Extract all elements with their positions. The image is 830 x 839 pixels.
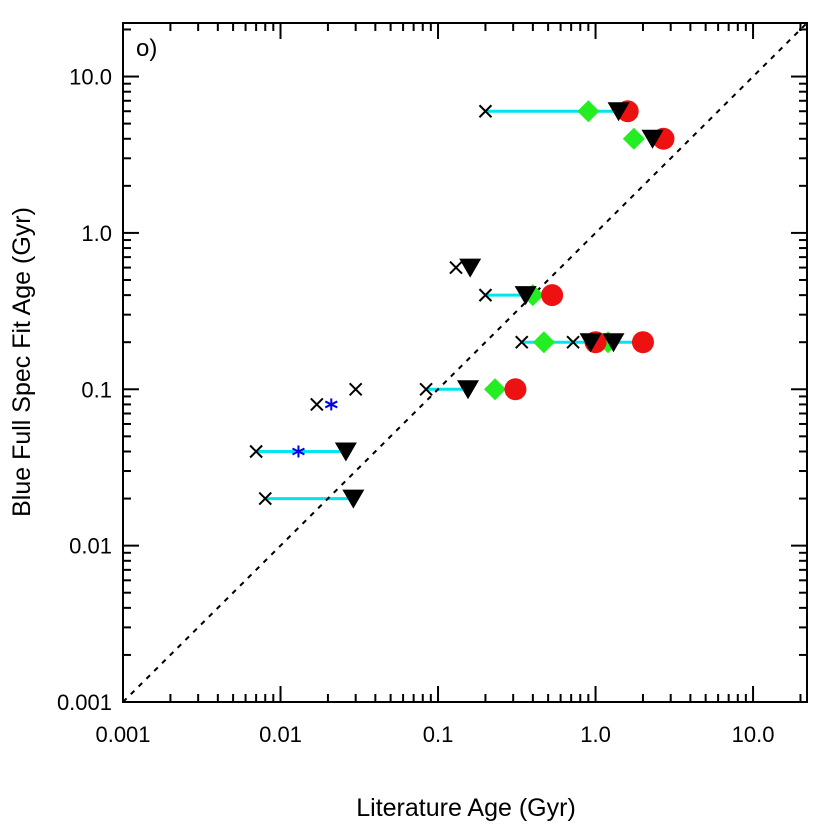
y-axis-label: Blue Full Spec Fit Age (Gyr) bbox=[8, 207, 36, 517]
cross-point bbox=[566, 335, 580, 349]
panel-label: o) bbox=[136, 35, 157, 62]
x-tick-label: 0.001 bbox=[95, 722, 150, 747]
tick-marks bbox=[122, 23, 807, 703]
plot-frame bbox=[122, 22, 808, 703]
cross-point bbox=[348, 382, 363, 396]
asterisk-point bbox=[292, 445, 305, 458]
x-tick-label: 10.0 bbox=[732, 722, 775, 747]
asterisk-point bbox=[324, 398, 338, 411]
one-to-one-line bbox=[122, 22, 808, 703]
cross-point bbox=[478, 104, 493, 118]
circle-point bbox=[504, 378, 527, 401]
cross-point bbox=[449, 260, 463, 275]
triangle-point bbox=[607, 102, 630, 122]
tick-labels: 0.001 0.01 0.1 1.0 10.0 0.001 0.01 0.1 1.0 10.0 bbox=[57, 65, 775, 747]
reference-line-layer bbox=[122, 22, 808, 703]
x-tick-label: 1.0 bbox=[580, 722, 611, 747]
connector-lines bbox=[256, 109, 643, 501]
circle-point bbox=[541, 284, 564, 307]
x-tick-label: 0.1 bbox=[423, 722, 454, 747]
cross-point bbox=[478, 288, 493, 302]
diamond-point bbox=[622, 127, 645, 150]
diamond-point bbox=[577, 100, 600, 123]
y-tick-label: 1.0 bbox=[81, 221, 112, 246]
y-tick-label: 0.1 bbox=[81, 377, 112, 402]
triangle-point bbox=[602, 333, 625, 353]
cross-point bbox=[310, 397, 324, 412]
cross-point bbox=[258, 491, 272, 506]
triangle-point bbox=[641, 129, 664, 149]
triangle-point bbox=[334, 442, 357, 462]
diamond-point bbox=[484, 378, 507, 401]
cross-point bbox=[515, 335, 529, 349]
y-tick-label: 0.01 bbox=[69, 534, 112, 559]
triangle-point bbox=[514, 286, 537, 306]
cross-point bbox=[419, 382, 433, 396]
x-tick-label: 0.01 bbox=[259, 722, 302, 747]
triangle-point bbox=[579, 333, 602, 353]
x-axis-label: Literature Age (Gyr) bbox=[356, 794, 576, 822]
y-tick-label: 10.0 bbox=[69, 65, 112, 90]
y-tick-label: 0.001 bbox=[57, 690, 112, 715]
cross-point bbox=[249, 444, 263, 459]
triangle-point bbox=[342, 489, 365, 509]
circle-point bbox=[631, 331, 654, 354]
triangle-point bbox=[459, 258, 482, 278]
triangle-point bbox=[457, 380, 480, 400]
data-points bbox=[249, 100, 675, 509]
diamond-point bbox=[532, 331, 555, 354]
